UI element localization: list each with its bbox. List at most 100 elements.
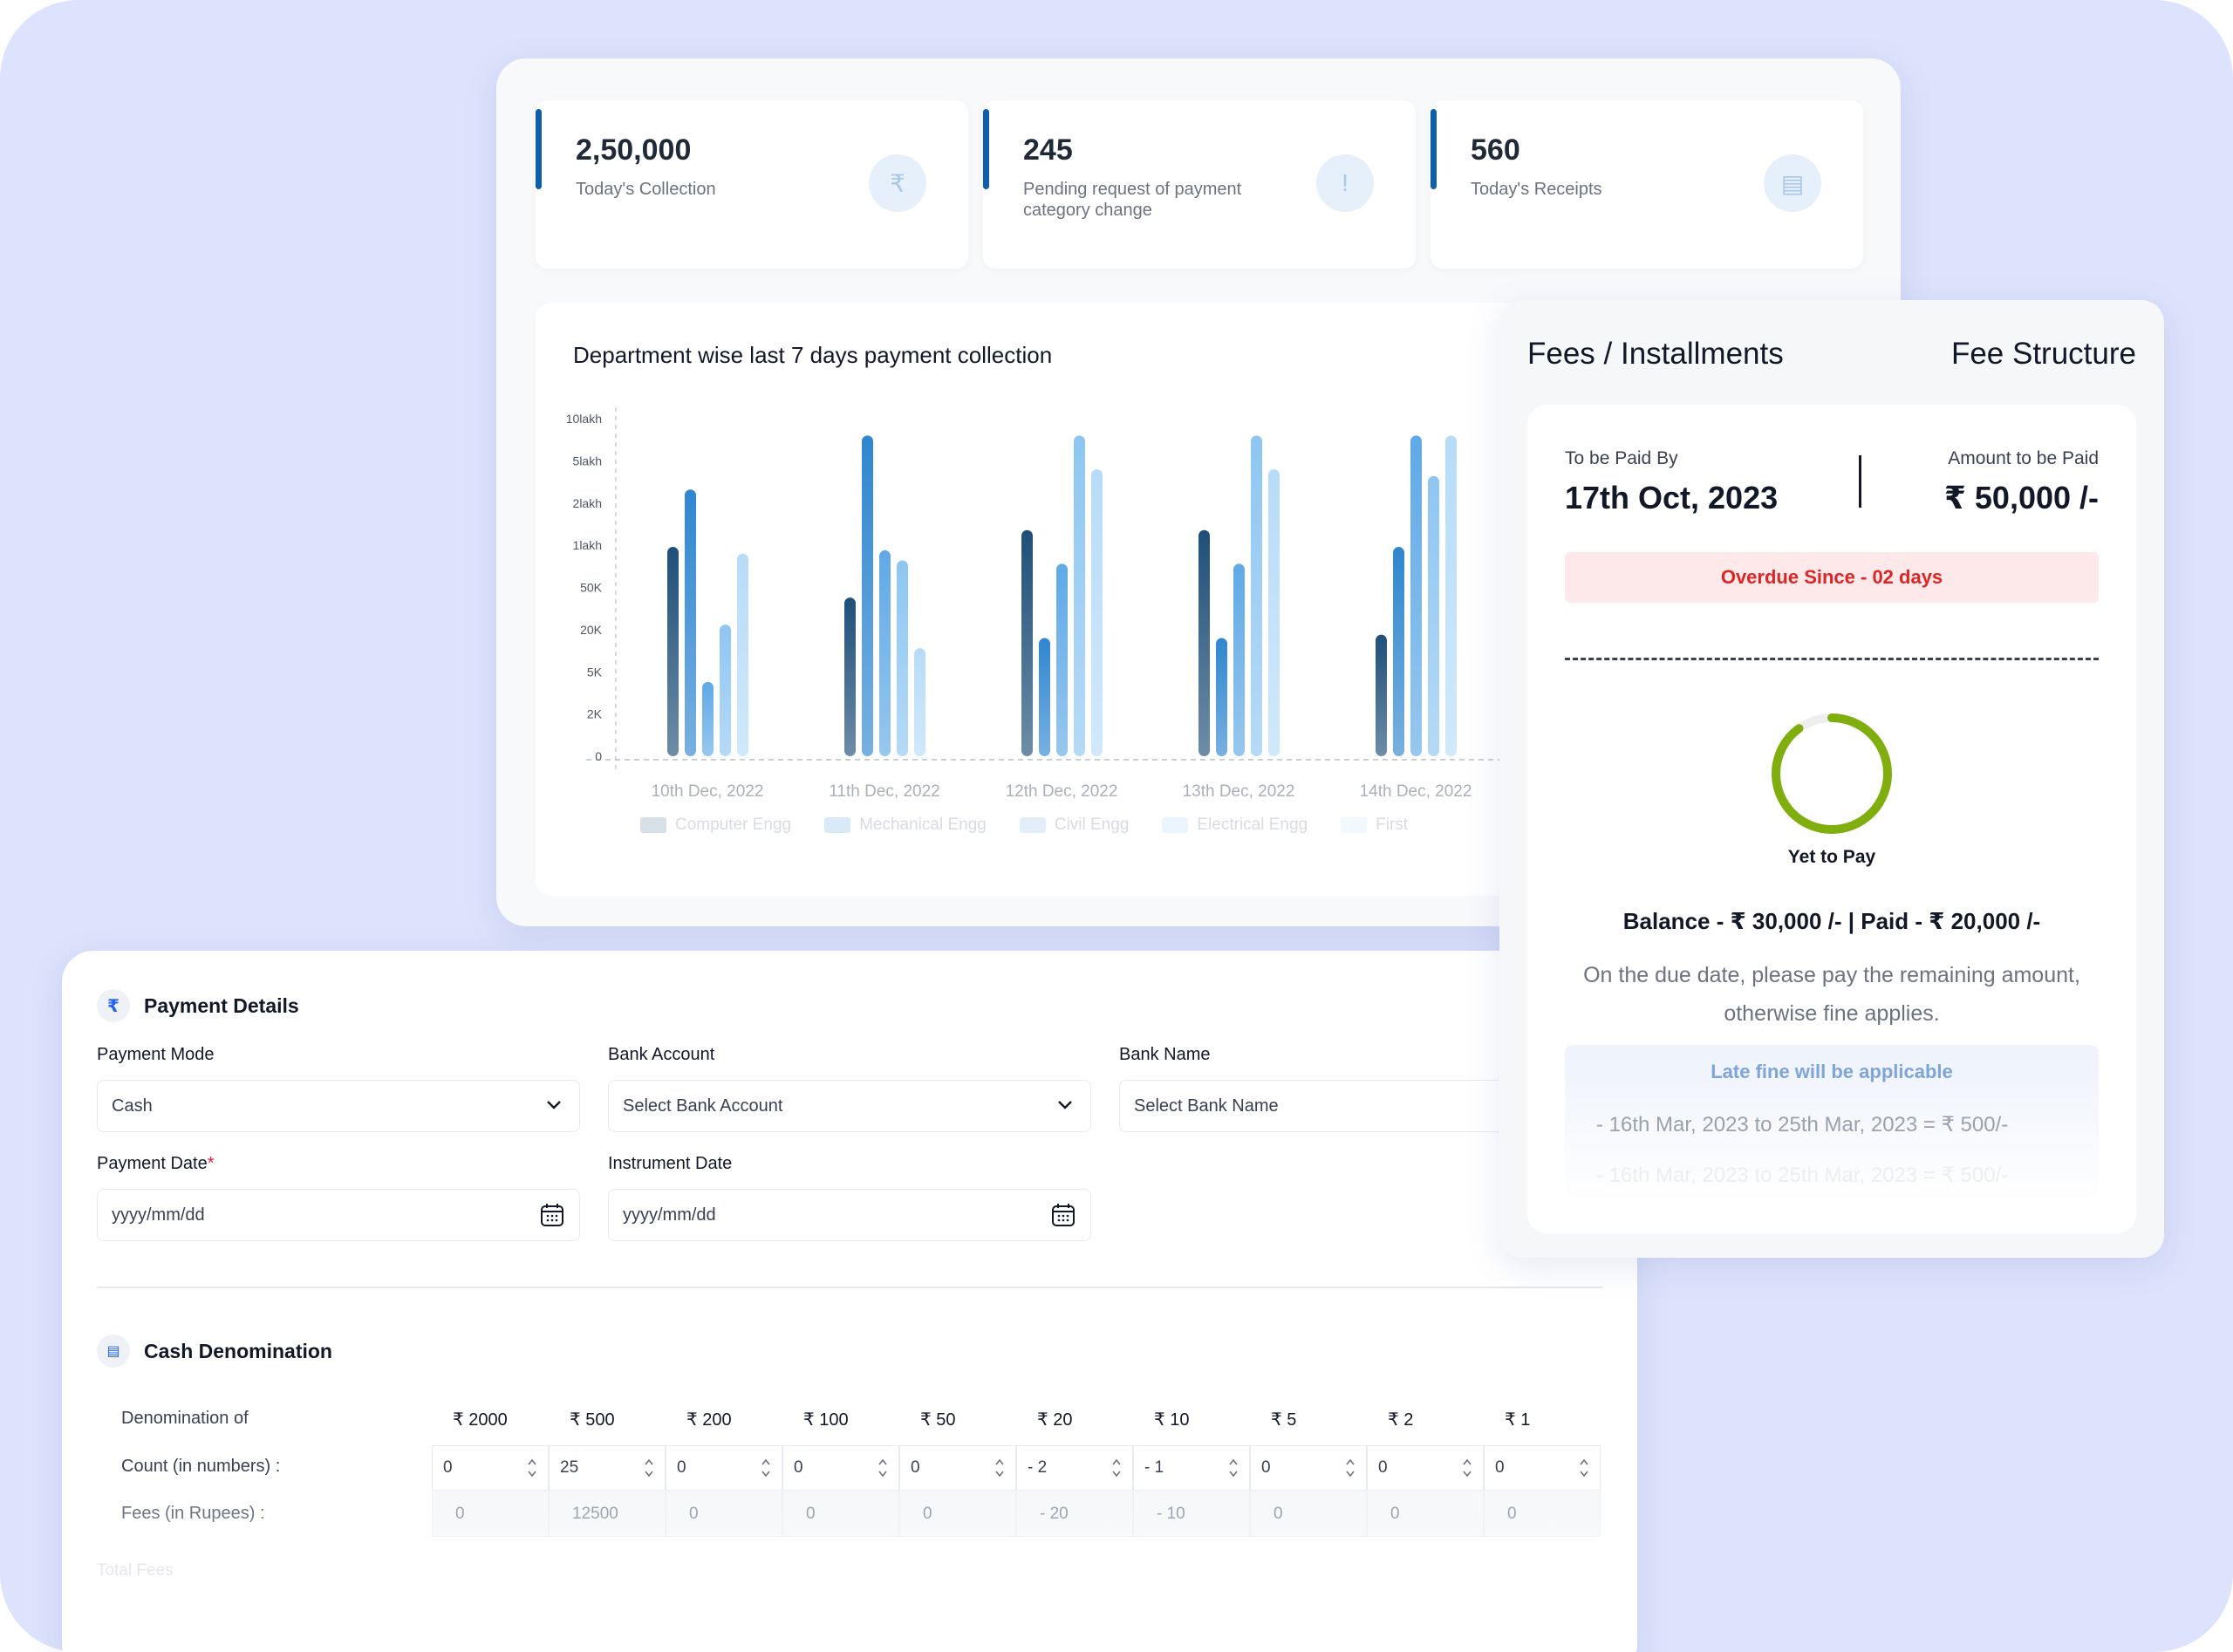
legend-swatch	[1019, 817, 1046, 833]
payment-date-input[interactable]: yyyy/mm/dd	[97, 1189, 580, 1241]
stepper-icon[interactable]	[994, 1457, 1005, 1479]
bar[interactable]	[1056, 563, 1068, 756]
bank-account-label: Bank Account	[608, 1045, 715, 1064]
bar[interactable]	[914, 648, 925, 756]
tab-fee-structure[interactable]: Fee Structure	[1950, 337, 2136, 371]
bar[interactable]	[862, 435, 873, 756]
count-input[interactable]: 0	[782, 1445, 899, 1491]
chevron-down-icon	[1058, 1101, 1072, 1109]
receipt-icon: ▤	[1764, 154, 1821, 212]
count-input[interactable]: 0	[1250, 1445, 1367, 1491]
payment-date-placeholder: yyyy/mm/dd	[112, 1205, 205, 1225]
bar[interactable]	[1428, 475, 1439, 756]
bar[interactable]	[1393, 547, 1404, 756]
bar[interactable]	[1216, 638, 1227, 756]
count-input[interactable]: 0	[432, 1445, 549, 1491]
late-fine-panel: Late fine will be applicable - 16th Mar,…	[1565, 1045, 2099, 1202]
bar[interactable]	[1410, 435, 1422, 756]
denomination-header: ₹ 500	[570, 1410, 615, 1430]
count-input[interactable]: 0	[899, 1445, 1016, 1491]
bar[interactable]	[685, 489, 696, 756]
bar[interactable]	[1445, 435, 1457, 756]
y-tick-label: 2lakh	[573, 496, 602, 510]
bar[interactable]	[1198, 529, 1210, 756]
count-input[interactable]: 0	[1484, 1445, 1601, 1491]
payment-details-title: Payment Details	[144, 993, 299, 1017]
stepper-icon[interactable]	[877, 1457, 888, 1479]
cash-icon: ▤	[97, 1335, 130, 1368]
denomination-header: ₹ 2000	[453, 1410, 508, 1430]
stepper-icon[interactable]	[644, 1457, 654, 1479]
y-tick-label: 20K	[580, 623, 603, 637]
chart-legend: Computer Engg Mechanical Engg Civil Engg El…	[640, 816, 1408, 835]
count-input[interactable]: 0	[1367, 1445, 1484, 1491]
bar[interactable]	[1376, 634, 1387, 756]
rupee-icon: ₹	[97, 989, 130, 1022]
count-input[interactable]: - 2	[1016, 1445, 1133, 1491]
required-marker: *	[207, 1154, 215, 1173]
bar[interactable]	[720, 625, 731, 756]
count-input[interactable]: 0	[666, 1445, 782, 1491]
cash-denomination-title: Cash Denomination	[144, 1339, 332, 1362]
count-value: 0	[911, 1458, 920, 1477]
payment-mode-select[interactable]: Cash	[97, 1080, 580, 1132]
instrument-date-input[interactable]: yyyy/mm/dd	[608, 1189, 1091, 1241]
denomination-row-header: Denomination of	[121, 1409, 249, 1428]
stat-value: 2,50,000	[576, 133, 692, 167]
denomination-header: ₹ 5	[1271, 1410, 1297, 1430]
legend-swatch	[824, 817, 851, 833]
stat-label: Pending request of payment category chan…	[1023, 180, 1242, 220]
legend-item[interactable]: Electrical Engg	[1162, 816, 1308, 835]
bar[interactable]	[1091, 469, 1103, 756]
stepper-icon[interactable]	[1579, 1457, 1589, 1479]
bar[interactable]	[1251, 435, 1262, 756]
amount-value: ₹ 50,000 /-	[1943, 480, 2099, 515]
stepper-icon[interactable]	[1111, 1457, 1122, 1479]
legend-label: Mechanical Engg	[859, 816, 987, 834]
bar[interactable]	[667, 547, 679, 756]
payment-date-label: Payment Date*	[97, 1154, 215, 1174]
stepper-icon[interactable]	[761, 1457, 771, 1479]
legend-label: Computer Engg	[675, 816, 792, 834]
stepper-icon[interactable]	[1345, 1457, 1356, 1479]
bank-account-placeholder: Select Bank Account	[623, 1096, 783, 1116]
stepper-icon[interactable]	[1462, 1457, 1472, 1479]
stat-card-receipts: 560 Today's Receipts ▤	[1431, 100, 1863, 269]
paid-by-value: 17th Oct, 2023	[1565, 480, 1779, 515]
y-tick-label: 5K	[587, 665, 603, 679]
bank-name-label: Bank Name	[1119, 1045, 1211, 1064]
stat-card-collection: 2,50,000 Today's Collection ₹	[536, 100, 968, 269]
bar[interactable]	[1233, 563, 1245, 756]
payment-progress-ring	[1772, 713, 1892, 834]
bar[interactable]	[897, 560, 908, 756]
bar[interactable]	[1021, 529, 1033, 756]
count-value: 0	[1495, 1458, 1505, 1477]
legend-item[interactable]: Civil Engg	[1019, 816, 1129, 835]
count-input[interactable]: 25	[549, 1445, 666, 1491]
bar[interactable]	[702, 681, 714, 756]
stat-value: 245	[1023, 133, 1073, 167]
bar[interactable]	[1039, 638, 1050, 756]
bank-account-select[interactable]: Select Bank Account	[608, 1080, 1091, 1132]
bar[interactable]	[1268, 469, 1280, 756]
bar[interactable]	[844, 597, 856, 756]
bar[interactable]	[737, 553, 748, 756]
alert-icon: !	[1316, 154, 1374, 212]
stepper-icon[interactable]	[1228, 1457, 1239, 1479]
calendar-icon[interactable]	[1050, 1202, 1076, 1228]
calendar-icon[interactable]	[539, 1202, 565, 1228]
legend-item[interactable]: Mechanical Engg	[824, 816, 987, 835]
count-input[interactable]: - 1	[1133, 1445, 1250, 1491]
bar[interactable]	[1074, 435, 1085, 756]
bank-name-placeholder: Select Bank Name	[1134, 1096, 1279, 1116]
tab-fees-installments[interactable]: Fees / Installments	[1527, 337, 1784, 371]
bar[interactable]	[879, 550, 891, 756]
count-value: - 1	[1144, 1458, 1164, 1477]
stat-value: 560	[1471, 133, 1520, 167]
legend-item[interactable]: Computer Engg	[640, 816, 791, 835]
vertical-separator	[1859, 455, 1861, 508]
legend-item[interactable]: First	[1341, 816, 1408, 835]
total-fees-label: Total Fees	[97, 1561, 174, 1580]
stepper-icon[interactable]	[527, 1457, 537, 1479]
fees-summary-panel: To be Paid By 17th Oct, 2023 Amount to b…	[1527, 405, 2136, 1233]
